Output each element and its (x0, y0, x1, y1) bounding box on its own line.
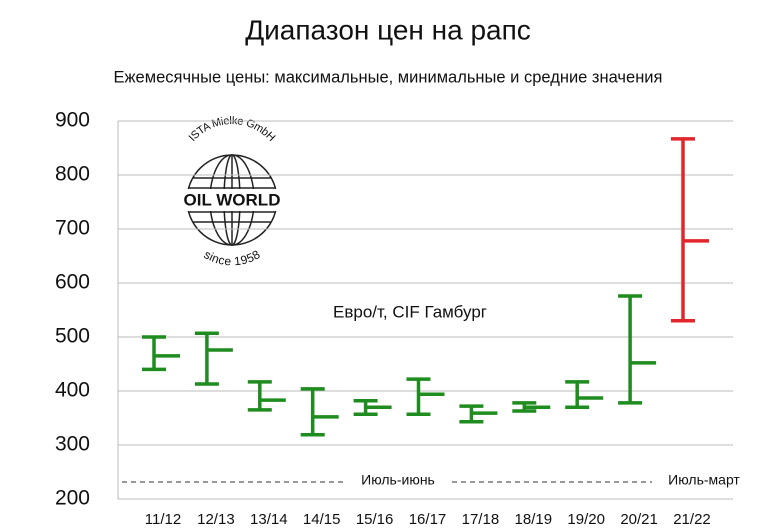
y-tick-label: 400 (55, 379, 90, 402)
logo-bottom: since 1958 (201, 247, 262, 268)
x-tick-label: 18/19 (515, 511, 553, 528)
x-tick-label: 13/14 (250, 511, 288, 528)
y-tick-label: 300 (55, 433, 90, 456)
logo-bottom-text: since 1958 (201, 247, 262, 268)
chart-subtitle: Ежемесячные цены: максимальные, минималь… (114, 68, 663, 86)
x-tick-label: 11/12 (145, 511, 181, 528)
y-tick-label: 700 (55, 217, 90, 240)
x-tick-label: 17/18 (462, 511, 500, 528)
y-tick-label: 900 (55, 109, 90, 132)
x-tick-label: 20/21 (620, 511, 658, 528)
x-tick-label: 16/17 (409, 511, 447, 528)
logo-center: OIL WORLD (184, 190, 281, 209)
y-tick-label: 800 (55, 163, 90, 186)
y-tick-label: 200 (55, 487, 90, 510)
chart-title: Диапазон цен на рапс (245, 14, 531, 45)
y-tick-label: 500 (55, 325, 90, 348)
x-tick-label: 12/13 (197, 511, 235, 528)
x-tick-label: 14/15 (303, 511, 341, 528)
logo (178, 154, 286, 246)
logo-top: ISTA Mielke GmbH (187, 115, 278, 144)
unit-label: Евро/т, CIF Гамбург (333, 302, 487, 321)
x-tick-label: 21/22 (673, 511, 711, 528)
x-tick-label: 15/16 (356, 511, 394, 528)
x-tick-label: 19/20 (567, 511, 605, 528)
period-label: Июль-июнь (361, 472, 435, 488)
logo-top-text: ISTA Mielke GmbH (187, 115, 278, 144)
y-tick-label: 600 (55, 271, 90, 294)
period-label: Июль-март (668, 472, 740, 488)
